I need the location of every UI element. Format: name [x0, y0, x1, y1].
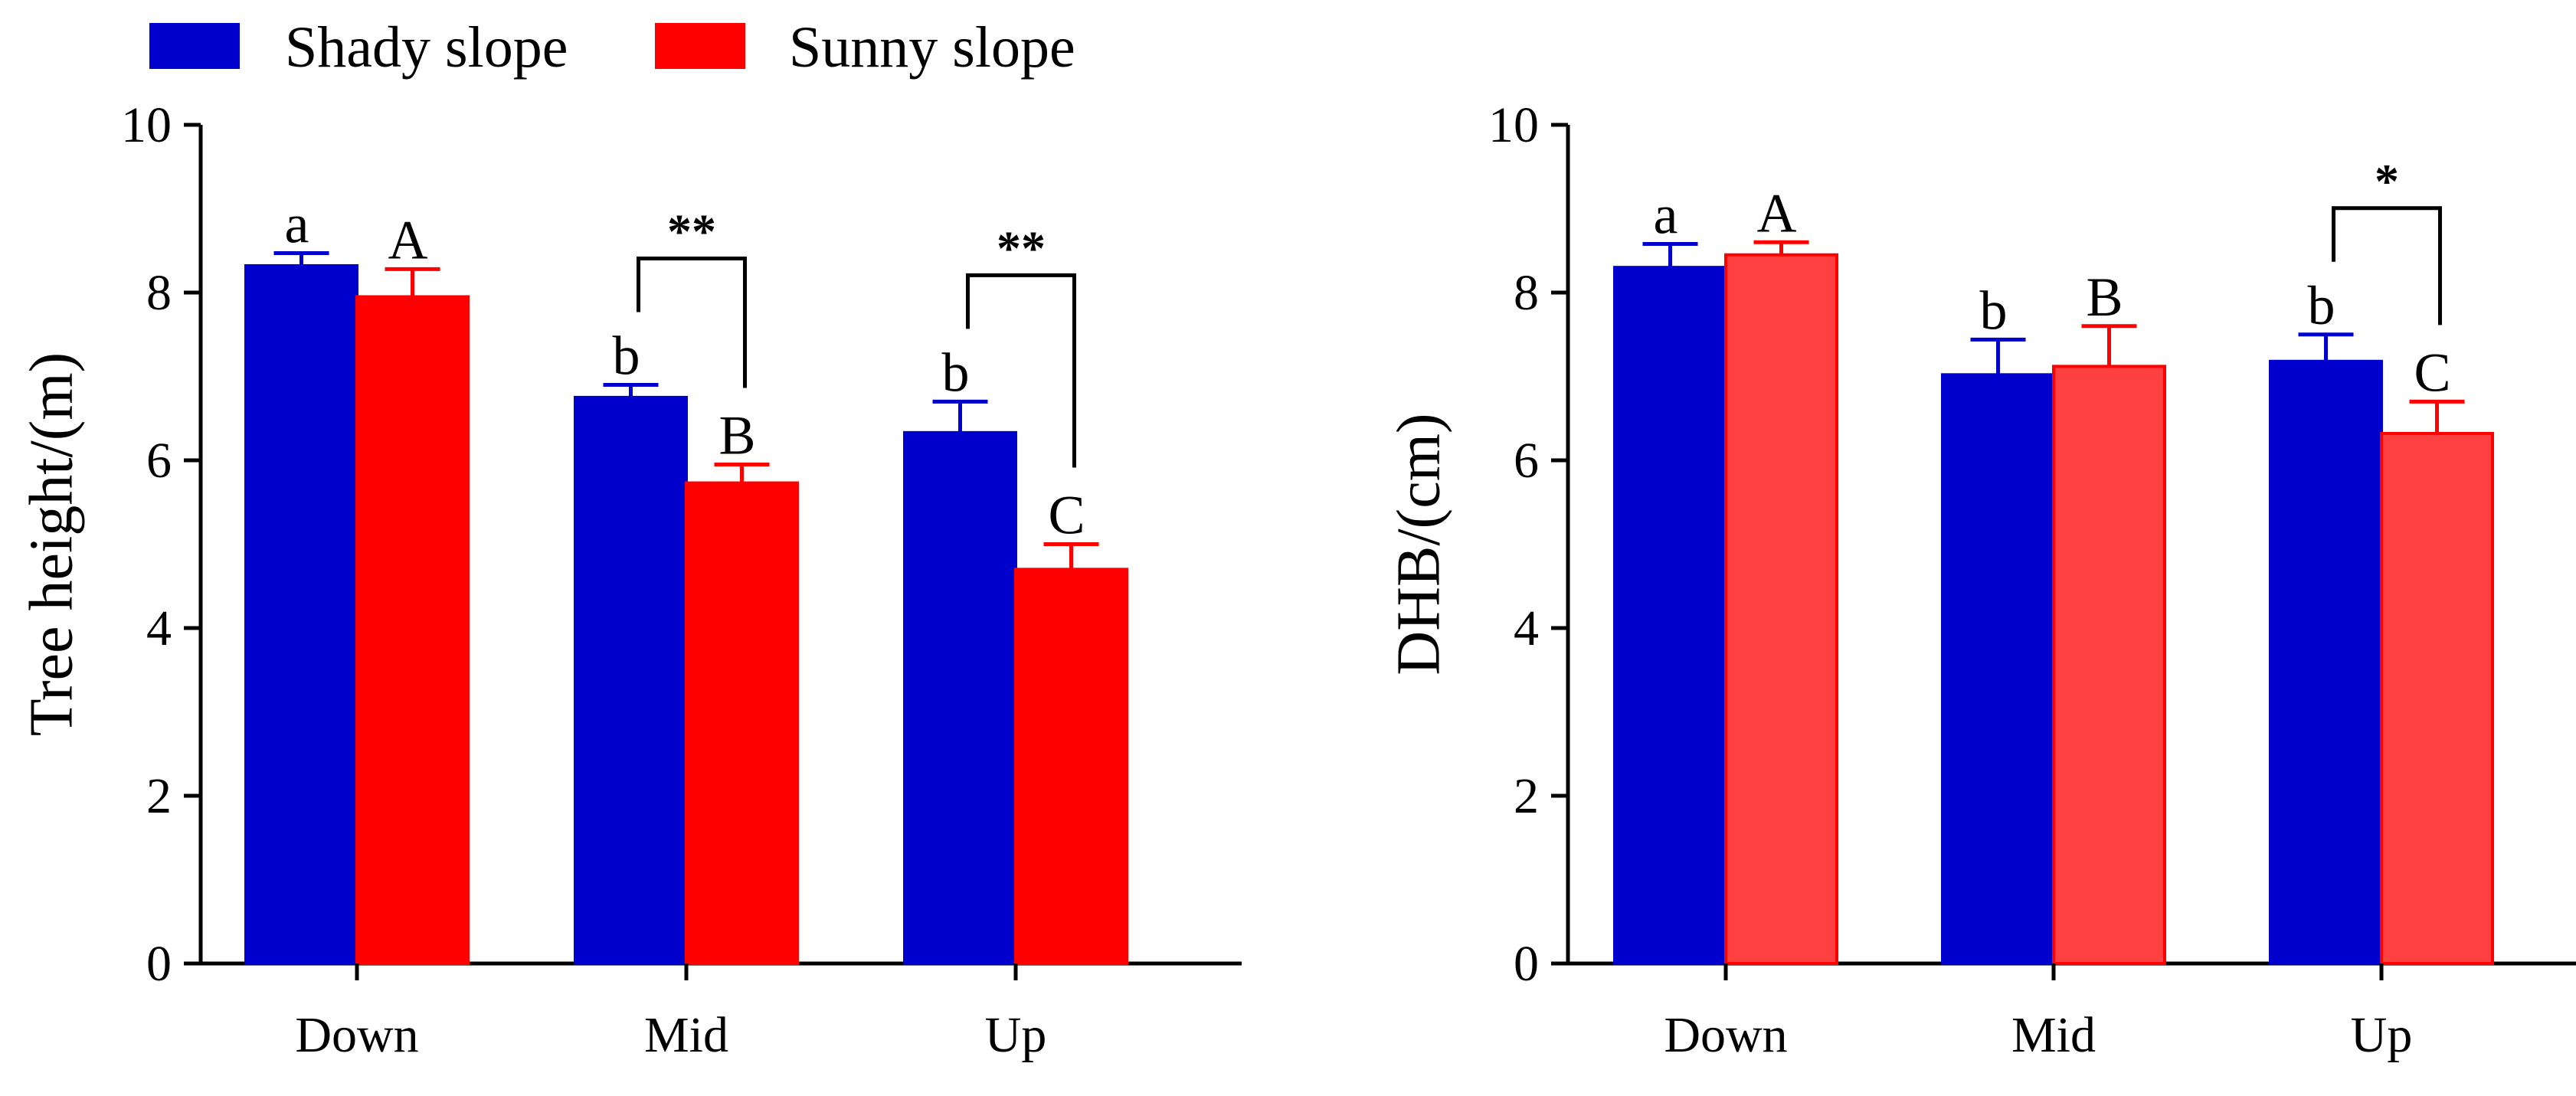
x-tick-label: Down [295, 1007, 418, 1063]
significance-letter: B [2086, 267, 2123, 328]
significance-letter: C [2414, 342, 2450, 403]
significance-letter: B [718, 404, 755, 466]
significance-bracket [637, 256, 747, 388]
y-tick-label: 4 [146, 600, 172, 656]
x-tick-label: Mid [644, 1007, 728, 1063]
y-tick-label: 0 [1514, 936, 1539, 992]
y-tick-label: 6 [146, 433, 172, 489]
bar-sunny-down [1724, 253, 1838, 966]
bar-sunny-up [1014, 568, 1128, 965]
significance-bracket [2332, 206, 2442, 326]
significance-letter: b [942, 342, 970, 403]
y-tick-label: 10 [1488, 97, 1539, 153]
bar-shady-down [1613, 266, 1727, 965]
legend-label-sunny: Sunny slope [789, 15, 1075, 80]
y-tick-label: 2 [146, 768, 172, 824]
significance-stars: * [2375, 154, 2399, 208]
legend: Shady slope Sunny slope [149, 15, 1075, 80]
panel-tree-height: 0 2 4 6 8 10 Tree height/(m) a A Down b B Mid ** b C Up *… [18, 97, 1242, 1063]
significance-letter: b [2308, 275, 2335, 336]
y-tick-label: 8 [146, 265, 172, 321]
significance-letter: a [285, 194, 309, 255]
bar-sunny-down [355, 295, 470, 966]
bar-sunny-mid [685, 481, 799, 965]
bar-shady-down [244, 263, 358, 965]
significance-letter: a [1654, 184, 1678, 245]
y-tick-label: 6 [1514, 433, 1539, 489]
y-tick-label: 0 [146, 936, 172, 992]
y-tick-label: 10 [121, 97, 172, 153]
significance-letter: b [1980, 280, 2008, 341]
y-tick-label: 4 [1514, 600, 1539, 656]
bar-shady-up [2269, 359, 2383, 966]
x-tick-label: Up [985, 1007, 1047, 1063]
significance-letter: A [388, 209, 428, 270]
bar-shady-mid [1941, 373, 2055, 965]
panel-dhb: 0 2 4 6 8 10 DHB/(cm) a A Down b B Mid b C Up * [1385, 97, 2576, 1063]
significance-letter: b [613, 325, 640, 386]
bar-shady-up [903, 430, 1017, 965]
y-tick-label: 2 [1514, 768, 1539, 824]
x-tick-label: Mid [2011, 1007, 2096, 1063]
significance-bracket [966, 273, 1076, 468]
legend-swatch-shady [149, 23, 240, 69]
significance-stars: ** [997, 221, 1046, 275]
y-axis-title: Tree height/(m) [18, 352, 85, 736]
bar-sunny-up [2380, 431, 2494, 965]
legend-swatch-sunny [655, 23, 745, 69]
significance-letter: C [1048, 485, 1085, 546]
bar-shady-mid [574, 395, 688, 965]
legend-label-shady: Shady slope [285, 15, 568, 80]
x-tick-label: Down [1664, 1007, 1787, 1063]
bar-sunny-mid [2052, 365, 2166, 965]
y-axis-title: DHB/(cm) [1385, 413, 1452, 675]
y-tick-label: 8 [1514, 265, 1539, 321]
x-tick-label: Up [2351, 1007, 2413, 1063]
significance-stars: ** [667, 204, 716, 258]
significance-letter: A [1757, 182, 1797, 244]
